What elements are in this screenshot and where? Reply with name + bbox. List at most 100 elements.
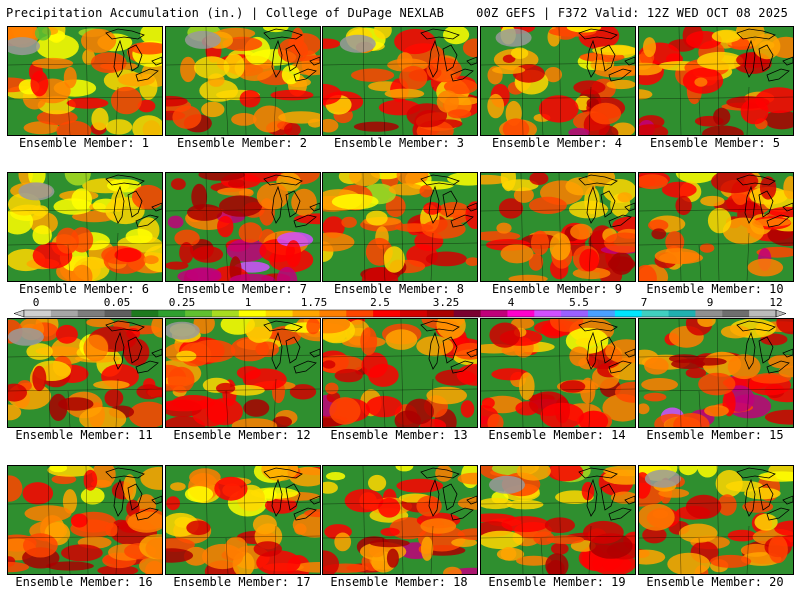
colorbar-swatch [50,310,79,317]
ensemble-member-label: Ensemble Member: 16 [15,575,153,589]
ensemble-panel-18 [322,465,478,575]
ensemble-panel-3 [322,26,478,136]
precip-map [323,27,477,135]
ensemble-panel-12 [165,318,321,428]
ensemble-member-label: Ensemble Member: 13 [330,428,468,442]
colorbar-swatch [238,310,267,317]
ensemble-member-label: Ensemble Member: 18 [330,575,468,589]
colorbar-swatch [749,310,777,317]
map-title: Precipitation Accumulation (in.) | Colle… [6,6,445,20]
ensemble-member-label: Ensemble Member: 9 [491,282,623,296]
precip-map [8,173,162,281]
colorbar-swatch [265,310,294,317]
precip-map [481,173,635,281]
colorbar-tick-label: 3.25 [432,296,460,309]
precip-map [166,319,320,427]
precip-map [323,173,477,281]
colorbar-swatch [185,310,213,317]
ensemble-member-label: Ensemble Member: 20 [646,575,784,589]
colorbar-tick-label: 5.5 [569,296,589,309]
colorbar-swatch [588,310,616,317]
ensemble-member-label: Ensemble Member: 4 [491,136,623,150]
colorbar-tick-label: 4 [507,296,515,309]
run-valid-time: 00Z GEFS | F372 Valid: 12Z WED OCT 08 20… [476,6,788,20]
colorbar-tick-label: 0.05 [103,296,131,309]
precip-map [8,27,162,135]
colorbar-swatch [131,310,159,317]
ensemble-member-label: Ensemble Member: 12 [173,428,311,442]
ensemble-panel-14 [480,318,636,428]
ensemble-panel-1 [7,26,163,136]
ensemble-panel-11 [7,318,163,428]
precip-map [481,27,635,135]
ensemble-panel-9 [480,172,636,282]
colorbar-swatch [668,310,696,317]
colorbar-tick-label: 1.75 [300,296,328,309]
colorbar-swatch [77,310,106,317]
precip-map [166,173,320,281]
precip-map [8,466,162,574]
colorbar-swatch [319,310,347,317]
colorbar-tick-label: 1 [244,296,252,309]
colorbar-swatch [158,310,186,317]
precip-map [639,173,793,281]
ensemble-panel-15 [638,318,794,428]
colorbar-max-arrow [775,309,787,318]
ensemble-panel-13 [322,318,478,428]
precip-colorbar-legend: 0 0.05 0.25 1 1.75 2.5 3.25 4 5.5 7 9 12 [14,296,788,322]
colorbar-swatch [507,310,535,317]
ensemble-panel-16 [7,465,163,575]
colorbar-tick-label: 9 [706,296,714,309]
colorbar-swatch [722,310,750,317]
colorbar-swatch [346,310,374,317]
colorbar-tick-label: 7 [640,296,648,309]
ensemble-panel-2 [165,26,321,136]
colorbar-swatch [614,310,643,317]
ensemble-panel-6 [7,172,163,282]
ensemble-member-label: Ensemble Member: 7 [176,282,308,296]
ensemble-panel-5 [638,26,794,136]
ensemble-member-label: Ensemble Member: 15 [646,428,784,442]
precip-map [323,466,477,574]
precip-map [8,319,162,427]
colorbar-swatch [561,310,589,317]
colorbar-tick-label: 2.5 [370,296,390,309]
colorbar-swatch [534,310,562,317]
precip-map [639,319,793,427]
ensemble-member-label: Ensemble Member: 14 [488,428,626,442]
ensemble-panel-7 [165,172,321,282]
precip-map [323,319,477,427]
colorbar-tick-label: 0.25 [168,296,196,309]
colorbar-swatch [426,310,455,317]
precip-map [481,466,635,574]
colorbar-swatch [695,310,723,317]
colorbar-swatch [212,310,240,317]
ensemble-panel-17 [165,465,321,575]
precip-map [639,27,793,135]
ensemble-panel-19 [480,465,636,575]
precip-map [166,466,320,574]
colorbar-swatch [480,310,508,317]
colorbar-swatch [400,310,428,317]
ensemble-member-label: Ensemble Member: 8 [333,282,465,296]
colorbar-tick-label: 12 [769,296,783,309]
ensemble-member-label: Ensemble Member: 2 [176,136,308,150]
colorbar-swatch [453,310,482,317]
ensemble-panel-8 [322,172,478,282]
ensemble-member-label: Ensemble Member: 5 [649,136,781,150]
ensemble-member-label: Ensemble Member: 11 [15,428,153,442]
colorbar [14,309,787,318]
colorbar-swatch [373,310,401,317]
ensemble-member-label: Ensemble Member: 17 [173,575,311,589]
ensemble-member-label: Ensemble Member: 10 [646,282,784,296]
ensemble-panel-10 [638,172,794,282]
colorbar-tick-label: 0 [32,296,40,309]
ensemble-panel-20 [638,465,794,575]
colorbar-min-arrow [14,309,25,318]
ensemble-member-label: Ensemble Member: 6 [18,282,150,296]
ensemble-panel-4 [480,26,636,136]
precip-map [166,27,320,135]
ensemble-member-label: Ensemble Member: 19 [488,575,626,589]
precip-map [639,466,793,574]
colorbar-swatch [104,310,132,317]
